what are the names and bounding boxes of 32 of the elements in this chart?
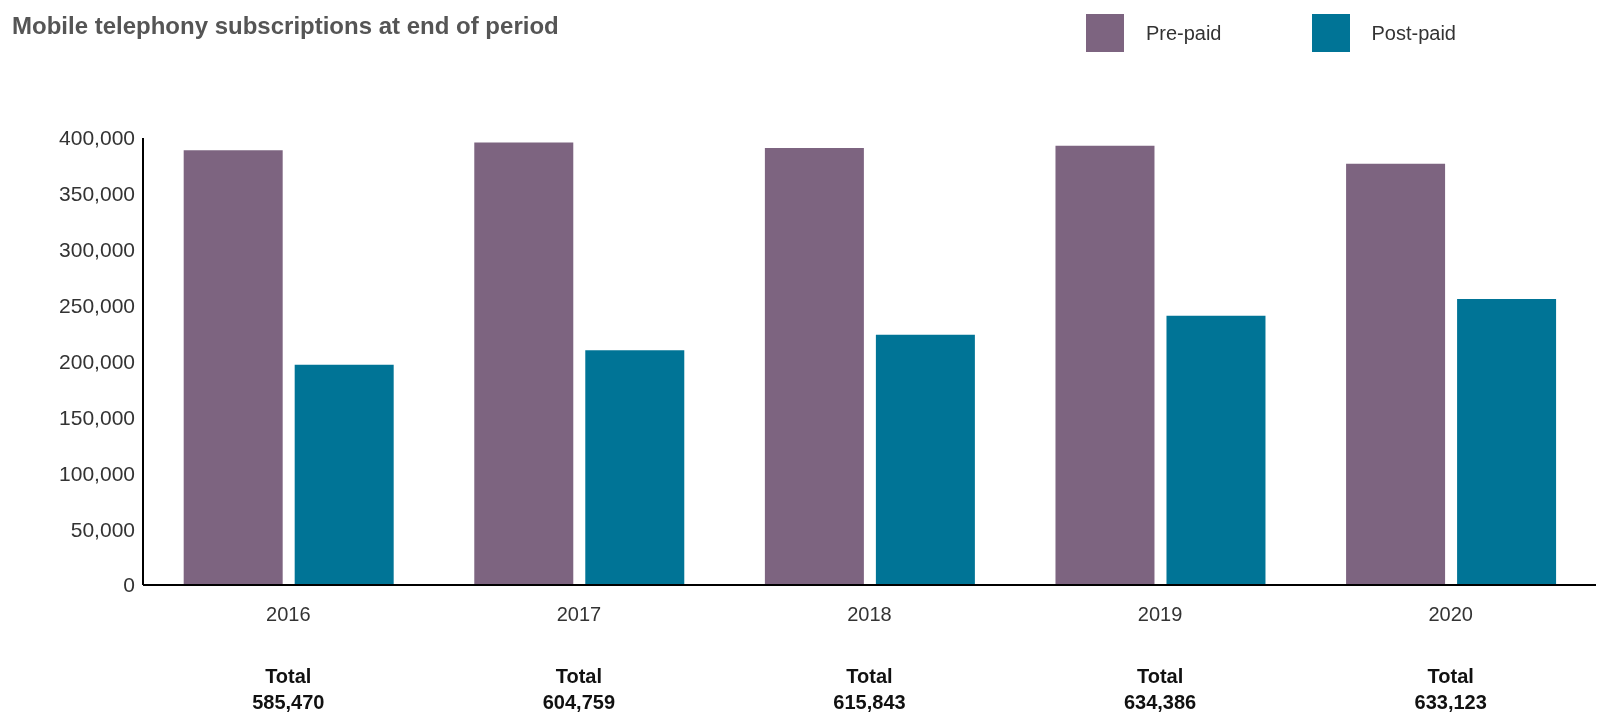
y-tick-label: 200,000 (59, 349, 135, 373)
x-tick-label: 2019 (1137, 603, 1183, 625)
bar (474, 142, 574, 585)
y-tick-label: 300,000 (59, 238, 135, 262)
bar (1346, 163, 1446, 585)
text: Total 585,470 (252, 665, 325, 713)
bar (183, 150, 283, 585)
text: Total 633,123 (1414, 665, 1487, 713)
bar (1166, 315, 1266, 585)
x-tick-label: 2017 (556, 603, 602, 625)
y-tick-label: 350,000 (59, 182, 135, 206)
text: Total 604,759 (542, 665, 616, 713)
chart-title: Mobile telephony subscriptions at end of period (12, 12, 559, 40)
y-tick-label: 250,000 (59, 294, 135, 318)
bar (294, 364, 394, 585)
x-tick-label: 2020 (1428, 603, 1473, 625)
x-tick-label: 2016 (266, 603, 311, 625)
bar (1457, 298, 1557, 585)
bar (585, 350, 685, 585)
x-tick-label: 2018 (847, 603, 892, 625)
y-tick-label: 150,000 (59, 405, 135, 429)
bar (764, 148, 864, 585)
y-tick-label: 100,000 (59, 461, 135, 485)
text: Total 615,843 (833, 665, 906, 713)
text: Total 634,386 (1123, 665, 1197, 713)
bar (1055, 145, 1155, 585)
bar (875, 334, 975, 585)
y-tick-label: 50,000 (70, 517, 135, 541)
y-tick-label: 400,000 (59, 126, 135, 150)
y-tick-label: 0 (123, 573, 135, 597)
legend-label: Post-paid (1371, 21, 1456, 45)
legend-label: Pre-paid (1145, 21, 1222, 45)
